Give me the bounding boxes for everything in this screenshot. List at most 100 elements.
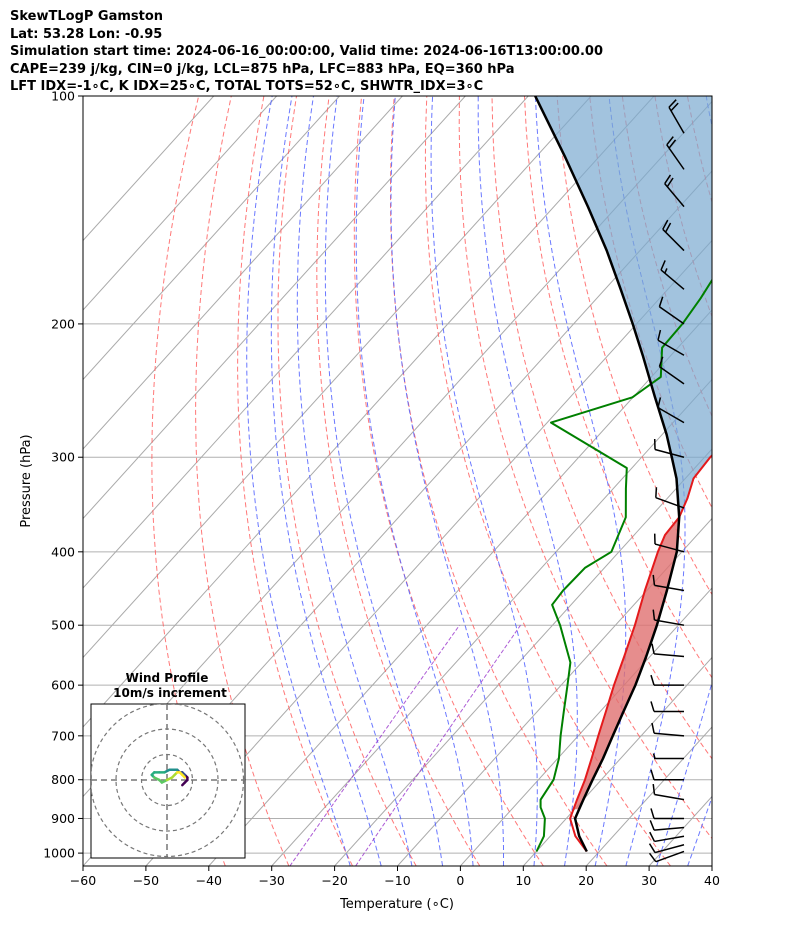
moist-adiabat-line bbox=[390, 96, 504, 866]
barb-staff bbox=[658, 366, 685, 385]
barb-staff bbox=[654, 653, 685, 658]
x-tick-label: −40 bbox=[196, 873, 222, 888]
dry-adiabat-line bbox=[524, 96, 712, 679]
wind-barb bbox=[652, 574, 685, 592]
barb-flag bbox=[650, 701, 655, 712]
barb-flag bbox=[652, 609, 656, 621]
moist-adiabat-line bbox=[324, 96, 444, 866]
barb-staff bbox=[654, 543, 685, 553]
isotherm-line bbox=[208, 309, 712, 866]
wind-barb bbox=[666, 136, 685, 170]
y-tick-label: 1000 bbox=[43, 846, 75, 861]
moist-adiabat-line bbox=[355, 96, 474, 866]
isotherm-line bbox=[460, 587, 712, 866]
wind-barb bbox=[658, 296, 685, 325]
wind-barb bbox=[650, 701, 684, 713]
barb-flag bbox=[664, 174, 672, 185]
isotherm-line bbox=[83, 96, 529, 589]
time-line: Simulation start time: 2024-06-16_00:00:… bbox=[10, 44, 603, 59]
wind-barb bbox=[650, 769, 684, 781]
location-line: Lat: 53.28 Lon: -0.95 bbox=[10, 26, 163, 42]
y-tick-label: 800 bbox=[51, 772, 75, 787]
wind-barb bbox=[651, 722, 685, 737]
moist-adiabat-line bbox=[296, 96, 413, 866]
wind-barb bbox=[653, 533, 685, 553]
parcel-line bbox=[534, 96, 681, 853]
x-tick-label: 20 bbox=[578, 873, 594, 888]
barb-flag bbox=[657, 329, 662, 341]
barb-flag bbox=[650, 769, 655, 780]
barb-staff bbox=[654, 826, 685, 831]
x-tick-label: −10 bbox=[384, 873, 410, 888]
y-tick-label: 100 bbox=[51, 89, 75, 104]
hodograph-segment bbox=[181, 773, 187, 779]
barb-staff bbox=[654, 793, 685, 801]
wind-barb bbox=[649, 831, 685, 843]
temperature-line bbox=[569, 454, 712, 853]
dry-adiabat-line bbox=[195, 96, 290, 866]
y-axis-label: Pressure (hPa) bbox=[19, 434, 34, 527]
moist-adiabat-line bbox=[656, 96, 712, 866]
moist-adiabat-line bbox=[477, 96, 578, 866]
barb-flag bbox=[649, 820, 655, 831]
isotherm-line bbox=[585, 726, 712, 866]
dry-adiabat-line bbox=[353, 96, 544, 866]
isotherm-line bbox=[711, 865, 712, 866]
barb-staff bbox=[662, 228, 685, 252]
x-tick-label: 30 bbox=[641, 873, 657, 888]
wind-barb bbox=[662, 219, 685, 252]
barb-staff bbox=[657, 406, 685, 424]
barb-half-flag bbox=[664, 268, 668, 274]
y-tick-label: 400 bbox=[51, 544, 75, 559]
wind-barb bbox=[657, 329, 685, 356]
hodograph-title: Wind Profile bbox=[126, 671, 209, 685]
x-axis-label: Temperature (∘C) bbox=[339, 897, 454, 912]
wind-barb bbox=[668, 99, 685, 134]
wind-barb bbox=[648, 850, 685, 863]
chart-header: SkewTLogP Gamston Lat: 53.28 Lon: -0.95 … bbox=[10, 8, 603, 96]
barb-half-flag bbox=[652, 753, 656, 759]
y-tick-label: 300 bbox=[51, 450, 75, 465]
wind-barb bbox=[650, 808, 684, 820]
barb-staff bbox=[654, 732, 685, 737]
moist-adiabat-line bbox=[687, 795, 712, 866]
wind-barb bbox=[652, 784, 685, 801]
barb-staff bbox=[664, 183, 685, 208]
wind-barb bbox=[649, 820, 685, 831]
isotherm-line bbox=[522, 656, 712, 866]
barb-flag bbox=[668, 99, 677, 108]
barb-flag bbox=[652, 574, 656, 586]
isotherm-line bbox=[397, 517, 712, 866]
barb-staff bbox=[654, 835, 685, 843]
y-tick-label: 600 bbox=[51, 678, 75, 693]
barb-staff bbox=[654, 844, 685, 854]
wind-barbs bbox=[648, 99, 685, 863]
x-tick-label: 40 bbox=[704, 873, 720, 888]
barb-flag bbox=[670, 102, 679, 112]
wind-barb bbox=[657, 397, 685, 424]
wind-barb bbox=[650, 674, 684, 686]
barb-flag bbox=[668, 139, 677, 149]
barb-flag bbox=[649, 831, 656, 842]
moist-adiabat-line bbox=[246, 96, 351, 866]
isotherm-line bbox=[83, 96, 340, 381]
barb-staff bbox=[654, 448, 685, 458]
moist-adiabat-line bbox=[270, 96, 382, 866]
wind-barb bbox=[652, 753, 684, 760]
wind-barb bbox=[652, 609, 685, 626]
chart-title: SkewTLogP Gamston bbox=[10, 9, 164, 24]
barb-staff bbox=[657, 339, 685, 356]
x-tick-label: −20 bbox=[321, 873, 347, 888]
y-tick-label: 700 bbox=[51, 728, 75, 743]
dewpoint-line bbox=[535, 278, 712, 852]
barb-staff bbox=[666, 144, 685, 170]
barb-flag bbox=[655, 487, 658, 498]
barb-flag bbox=[651, 722, 655, 734]
y-tick-label: 500 bbox=[51, 618, 75, 633]
isotherm-line bbox=[83, 96, 403, 450]
wind-barb bbox=[655, 487, 685, 509]
wind-barb bbox=[664, 174, 685, 208]
wind-barb bbox=[658, 356, 685, 385]
